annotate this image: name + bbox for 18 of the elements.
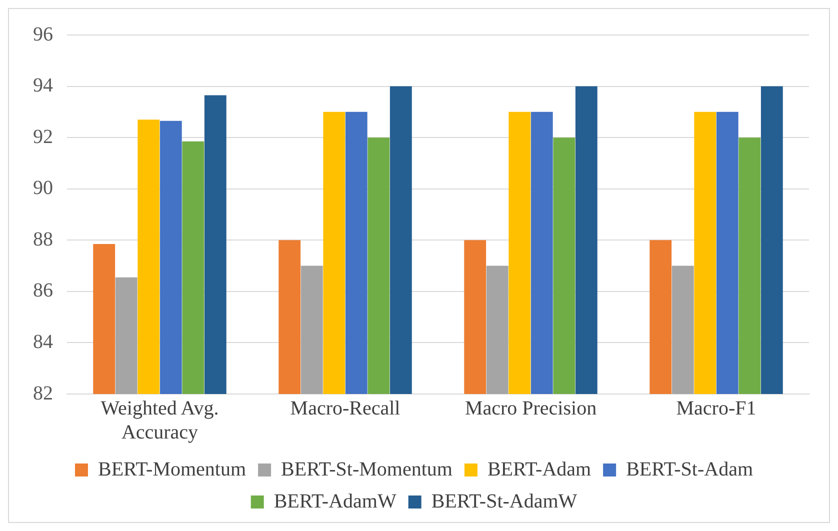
legend-label: BERT-Adam <box>487 458 592 480</box>
x-tick-label: Weighted Avg. Accuracy <box>100 397 219 444</box>
y-tick-label: 94 <box>33 74 53 97</box>
legend-label: BERT-St-Adam <box>626 458 754 480</box>
y-tick-label: 90 <box>33 177 53 200</box>
y-tick-label: 84 <box>33 330 53 353</box>
legend-label: BERT-St-AdamW <box>431 490 578 512</box>
legend-label: BERT-Momentum <box>98 458 246 480</box>
y-tick-label: 82 <box>33 382 53 404</box>
y-tick-label: 92 <box>33 126 53 148</box>
legend-label: BERT-AdamW <box>274 490 396 512</box>
y-tick-label: 88 <box>33 228 53 250</box>
y-tick-label: 96 <box>33 23 53 46</box>
x-tick-label: Macro Precision <box>464 397 597 420</box>
x-tick-label: Macro-F1 <box>676 397 756 420</box>
x-tick-label: Macro-Recall <box>290 397 401 420</box>
y-tick-label: 86 <box>33 280 53 302</box>
legend-label: BERT-St-Momentum <box>281 458 453 480</box>
